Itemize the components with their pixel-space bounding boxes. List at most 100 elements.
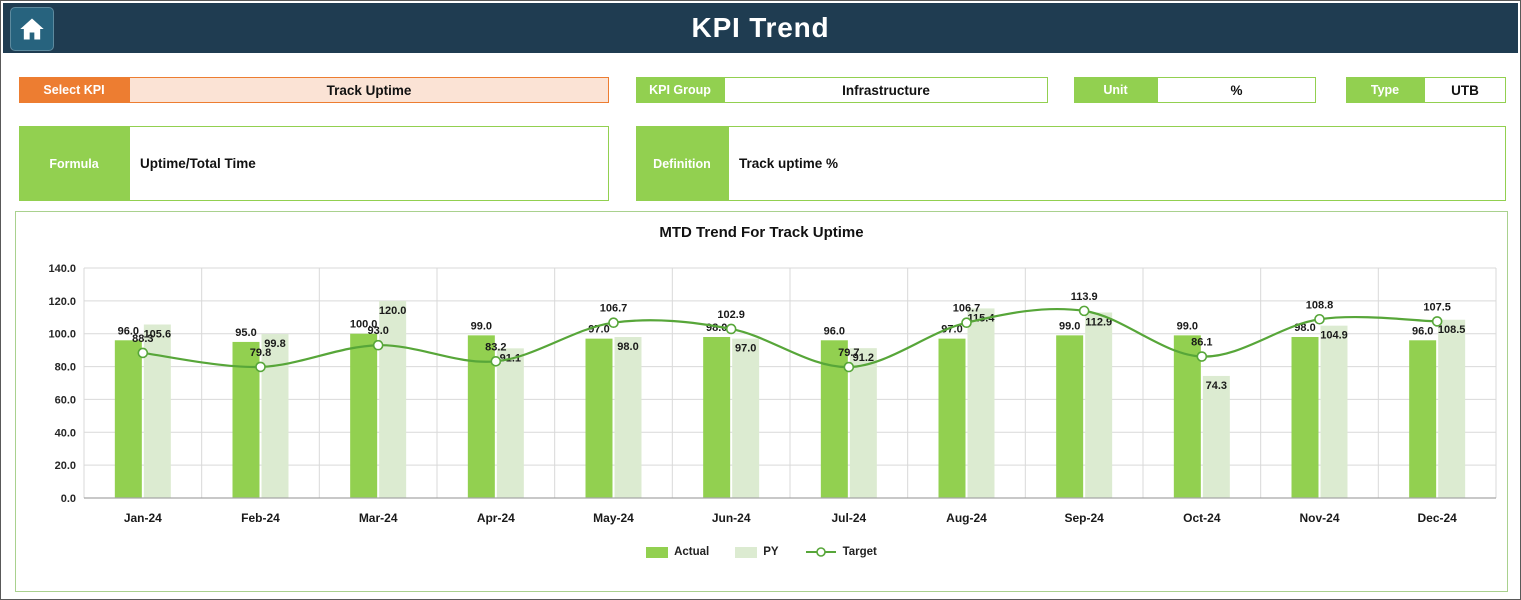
py-swatch: [735, 546, 758, 558]
data-label-actual: 97.0: [941, 324, 962, 336]
data-label-py: 91.2: [853, 352, 874, 364]
x-tick-label: Dec-24: [1417, 511, 1457, 525]
data-label-actual: 99.0: [471, 320, 492, 332]
data-label-actual: 99.0: [1059, 320, 1080, 332]
chart-legend: Actual PY Target: [16, 546, 1507, 558]
legend-item-py: PY: [735, 546, 779, 558]
y-tick-label: 40.0: [55, 427, 76, 439]
target-marker: [1078, 305, 1090, 317]
home-button[interactable]: [10, 7, 54, 51]
unit-label: Unit: [1074, 77, 1157, 103]
home-icon: [18, 15, 46, 43]
data-label-py: 97.0: [735, 343, 756, 355]
target-marker: [137, 347, 149, 359]
legend-item-target: Target: [805, 546, 877, 558]
bar-actual: [1173, 335, 1201, 498]
legend-label-target: Target: [842, 546, 877, 558]
x-tick-label: Mar-24: [359, 511, 398, 525]
data-label-py: 105.6: [144, 329, 172, 341]
target-marker: [1431, 316, 1443, 327]
bar-py: [496, 348, 524, 498]
definition-label: Definition: [636, 126, 728, 201]
data-label-target: 106.7: [953, 303, 981, 315]
legend-label-actual: Actual: [674, 546, 710, 558]
y-tick-label: 100.0: [48, 329, 76, 341]
select-kpi-dropdown[interactable]: Track Uptime: [129, 77, 609, 103]
kpi-group-label: KPI Group: [636, 77, 724, 103]
data-label-actual: 95.0: [235, 327, 256, 339]
x-tick-label: Jul-24: [831, 511, 866, 525]
bar-py: [614, 337, 642, 498]
bar-actual: [1056, 335, 1084, 498]
bar-py: [261, 334, 289, 498]
y-tick-label: 0.0: [61, 493, 76, 505]
data-label-py: 99.8: [264, 338, 285, 350]
data-label-target: 79.7: [838, 347, 859, 359]
x-tick-label: Aug-24: [946, 511, 987, 525]
bar-actual: [350, 333, 378, 498]
y-tick-label: 20.0: [55, 460, 76, 472]
data-label-py: 104.9: [1320, 330, 1348, 342]
bar-actual: [114, 340, 142, 498]
x-tick-label: Apr-24: [477, 511, 515, 525]
header-bar: KPI Trend: [3, 3, 1518, 53]
legend-label-py: PY: [763, 546, 779, 558]
definition-value: Track uptime %: [728, 126, 1506, 201]
target-marker: [1196, 351, 1208, 362]
target-line-swatch: [805, 546, 837, 558]
x-tick-label: Oct-24: [1183, 511, 1221, 525]
data-label-py: 120.0: [379, 305, 407, 317]
legend-item-actual: Actual: [646, 546, 709, 558]
data-label-target: 83.2: [485, 341, 506, 353]
data-label-py: 108.5: [1438, 324, 1466, 336]
data-label-py: 98.0: [617, 341, 638, 353]
page-title: KPI Trend: [691, 12, 830, 43]
bar-py: [849, 348, 877, 498]
unit-value: %: [1157, 77, 1316, 103]
bar-actual: [938, 338, 966, 498]
x-tick-label: Jun-24: [712, 511, 751, 525]
data-label-target: 108.8: [1306, 299, 1334, 311]
y-tick-label: 60.0: [55, 394, 76, 406]
data-label-target: 113.9: [1071, 291, 1098, 303]
x-tick-label: Nov-24: [1299, 511, 1339, 525]
x-tick-label: May-24: [593, 511, 634, 525]
data-label-actual: 100.0: [350, 319, 378, 331]
data-label-py: 112.9: [1085, 317, 1112, 329]
bar-actual: [703, 337, 731, 498]
bar-actual: [585, 338, 613, 498]
target-marker: [490, 356, 502, 367]
target-line: [142, 307, 1438, 369]
data-label-actual: 96.0: [1412, 325, 1433, 337]
target-marker: [1314, 313, 1325, 325]
data-label-py: 74.3: [1206, 380, 1227, 392]
y-tick-label: 140.0: [48, 263, 76, 275]
bar-py: [1320, 325, 1348, 498]
type-value: UTB: [1424, 77, 1506, 103]
y-tick-label: 120.0: [48, 296, 76, 308]
target-marker: [961, 317, 972, 329]
data-label-target: 79.8: [250, 347, 271, 359]
bar-py: [143, 324, 171, 498]
data-label-target: 106.7: [600, 303, 628, 315]
bar-actual: [1291, 337, 1319, 498]
select-kpi-label: Select KPI: [19, 77, 129, 103]
data-label-target: 88.3: [132, 333, 153, 345]
data-label-actual: 99.0: [1177, 320, 1198, 332]
target-marker: [255, 361, 266, 373]
target-marker: [725, 323, 737, 335]
actual-swatch: [646, 546, 669, 558]
x-tick-label: Jan-24: [124, 511, 162, 525]
bar-py: [1202, 375, 1230, 498]
data-label-target: 102.9: [717, 309, 745, 321]
x-tick-label: Sep-24: [1064, 511, 1104, 525]
formula-value: Uptime/Total Time: [129, 126, 609, 201]
data-label-actual: 96.0: [118, 325, 139, 337]
bar-py: [379, 300, 407, 498]
target-marker: [843, 361, 855, 373]
y-tick-label: 80.0: [55, 362, 76, 374]
kpi-group-value: Infrastructure: [724, 77, 1048, 103]
formula-label: Formula: [19, 126, 129, 201]
